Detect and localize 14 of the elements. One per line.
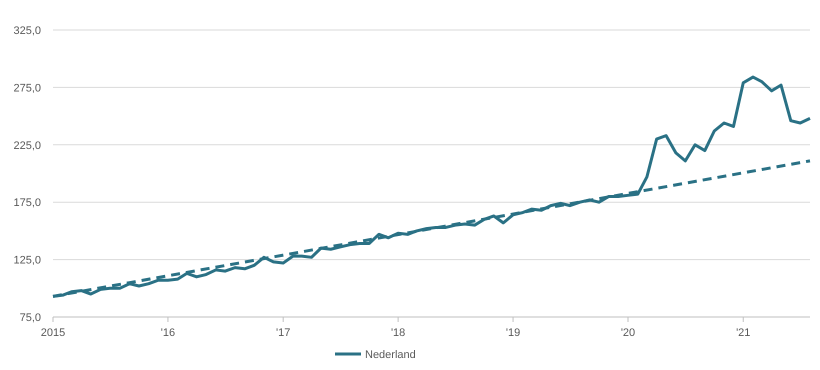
y-tick-label: 225,0	[13, 140, 41, 152]
x-tick-label: '17	[276, 327, 290, 339]
x-tick-label: '20	[620, 327, 636, 339]
y-tick-label: 275,0	[13, 82, 41, 94]
x-tick-label: '16	[160, 327, 176, 339]
x-tick-label: '18	[390, 327, 406, 339]
x-tick-label: 2015	[40, 327, 66, 339]
y-tick-label: 125,0	[13, 254, 41, 267]
y-tick-label: 325,0	[13, 25, 41, 37]
legend-label: Nederland	[365, 349, 416, 361]
x-tick-label: '21	[736, 327, 750, 339]
y-tick-label: 75,0	[20, 312, 41, 324]
y-tick-label: 175,0	[13, 197, 41, 210]
x-tick-label: '19	[506, 327, 520, 339]
